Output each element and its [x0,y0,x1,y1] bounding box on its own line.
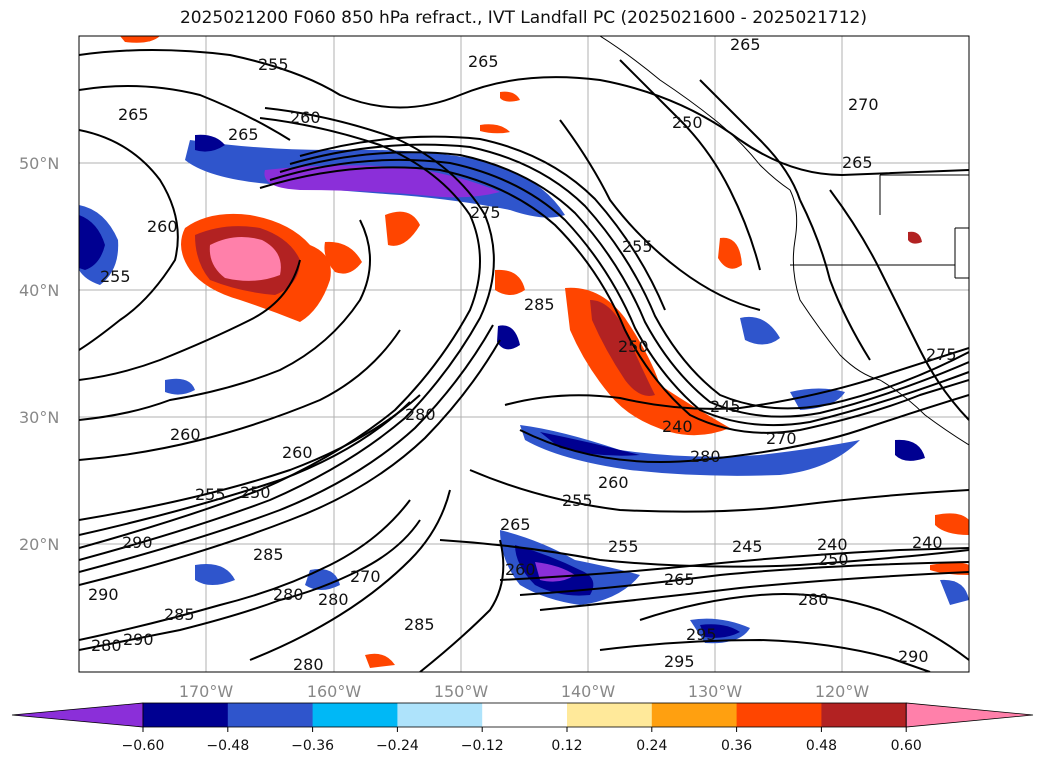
contour-label: 255 [195,485,226,504]
contour-label: 295 [664,652,695,671]
contour-label: 280 [91,636,122,655]
colorbar-segment [312,703,398,727]
contour-label: 295 [686,625,717,644]
contour-label: 240 [912,533,943,552]
colorbar-tick-label: −0.36 [291,738,334,754]
colorbar-tick-label: −0.24 [376,738,419,754]
lon-label-140w: 140°W [561,682,616,701]
lon-label-170w: 170°W [179,682,234,701]
colorbar-tick-label: 0.48 [806,738,837,754]
contour-label: 285 [253,545,284,564]
colorbar-segment [821,703,907,727]
contour-label: 240 [662,417,693,436]
contour-label: 260 [290,108,321,127]
contour-label: 260 [505,560,536,579]
contour-label: 290 [898,647,929,666]
colorbar-segment [227,703,314,727]
latitude-labels: 50°N 40°N 30°N 20°N [19,154,59,554]
colorbar-tick-label: −0.12 [461,738,504,754]
colorbar-segment [143,703,229,727]
colorbar: −0.60 −0.48 −0.36 −0.24 −0.12 0.12 0.24 0.36 0.4… [11,702,1034,754]
map-frame [78,35,970,673]
contour-label: 270 [766,429,797,448]
contour-label: 240 [817,535,848,554]
lat-label-50n: 50°N [19,154,59,173]
contour-label: 280 [293,655,324,674]
colorbar-segment [567,703,653,727]
contour-label: 265 [842,153,873,172]
contour-label: 260 [598,473,629,492]
lon-label-150w: 150°W [434,682,489,701]
contour-label: 275 [470,203,501,222]
colorbar-tick-label: −0.60 [122,738,165,754]
contour-label: 260 [170,425,201,444]
contour-label: 285 [524,295,555,314]
contour-label: 255 [258,55,289,74]
contour-labels: 255 265 260 265 265 260 255 285 275 255 … [88,35,957,674]
contour-label: 255 [562,491,593,510]
contour-label: 270 [848,95,879,114]
lon-label-130w: 130°W [688,682,743,701]
lat-label-20n: 20°N [19,535,59,554]
lat-label-30n: 30°N [19,408,59,427]
colorbar-segment [397,703,483,727]
contour-label: 265 [730,35,761,54]
contour-label: 270 [350,567,381,586]
lon-label-120w: 120°W [815,682,870,701]
contour-label: 280 [798,590,829,609]
colorbar-segment [651,703,738,727]
contour-label: 280 [273,585,304,604]
colorbar-segment [736,703,822,727]
map-area [79,36,969,672]
contour-label: 245 [732,537,763,556]
longitude-labels: 170°W 160°W 150°W 140°W 130°W 120°W [179,682,870,701]
lat-label-40n: 40°N [19,281,59,300]
contour-label: 255 [608,537,639,556]
contour-label: 280 [690,447,721,466]
colorbar-extend-high [905,702,1034,728]
contour-label: 290 [123,630,154,649]
colorbar-frame [142,702,907,728]
contour-label: 255 [622,237,653,256]
contour-label: 265 [500,515,531,534]
lon-label-160w: 160°W [307,682,362,701]
contour-label: 255 [100,267,131,286]
coastlines [599,36,969,446]
colorbar-extend-low [11,702,144,728]
contour-label: 265 [468,52,499,71]
colorbar-tick-label: 0.24 [636,738,667,754]
contour-label: 275 [926,345,957,364]
contour-label: 260 [147,217,178,236]
contour-label: 280 [318,590,349,609]
colorbar-tick-label: 0.12 [551,738,582,754]
contour-label: 250 [618,337,649,356]
contour-label: 265 [664,570,695,589]
contour-label: 280 [405,405,436,424]
map-title: 2025021200 F060 850 hPa refract., IVT La… [179,8,867,28]
contour-label: 260 [282,443,313,462]
colorbar-segment [482,703,568,727]
contour-label: 250 [818,550,849,569]
contour-label: 285 [404,615,435,634]
contour-label: 250 [240,483,271,502]
ivt-contours [79,49,969,672]
contour-label: 290 [122,533,153,552]
contour-label: 265 [118,105,149,124]
colorbar-tick-label: −0.48 [206,738,249,754]
contour-label: 245 [710,397,741,416]
contour-label: 265 [228,125,259,144]
colorbar-tick-label: 0.60 [891,738,922,754]
contour-label: 285 [164,605,195,624]
colorbar-tick-label: 0.36 [721,738,752,754]
contour-label: 290 [88,585,119,604]
contour-label: 250 [672,113,703,132]
